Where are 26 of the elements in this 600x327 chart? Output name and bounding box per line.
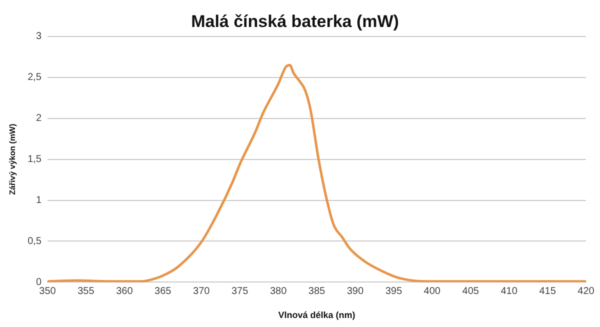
- y-tick-label: 0,5: [28, 236, 42, 247]
- x-tick-label: 350: [39, 286, 56, 297]
- y-axis-title: Zářivý výkon (mW): [8, 123, 18, 195]
- y-tick-label: 3: [36, 31, 42, 42]
- x-tick-label: 415: [539, 286, 556, 297]
- y-tick-label: 1,5: [28, 154, 42, 166]
- y-tick-label: 2: [36, 113, 42, 124]
- chart-title: Malá čínská baterka (mW): [191, 12, 399, 31]
- y-tick-label: 0: [36, 276, 42, 288]
- x-axis-title: Vlnová délka (nm): [278, 310, 356, 320]
- y-tick-label: 2,5: [28, 72, 42, 84]
- x-tick-label: 390: [346, 286, 364, 297]
- x-tick-label: 375: [231, 286, 249, 297]
- x-tick-label: 360: [116, 286, 134, 297]
- x-tick-label: 355: [78, 286, 95, 297]
- x-tick-label: 370: [193, 286, 210, 297]
- x-tick-label: 380: [270, 286, 288, 297]
- x-tick-label: 410: [500, 286, 518, 297]
- line-series: [48, 64, 586, 282]
- x-tick-label: 400: [424, 286, 441, 297]
- x-tick-label: 405: [462, 286, 480, 297]
- x-tick-label: 420: [578, 286, 595, 297]
- x-tick-label: 385: [308, 286, 326, 297]
- y-tick-label: 1: [36, 195, 42, 206]
- x-tick-label: 395: [385, 286, 402, 297]
- x-tick-label: 365: [154, 286, 172, 297]
